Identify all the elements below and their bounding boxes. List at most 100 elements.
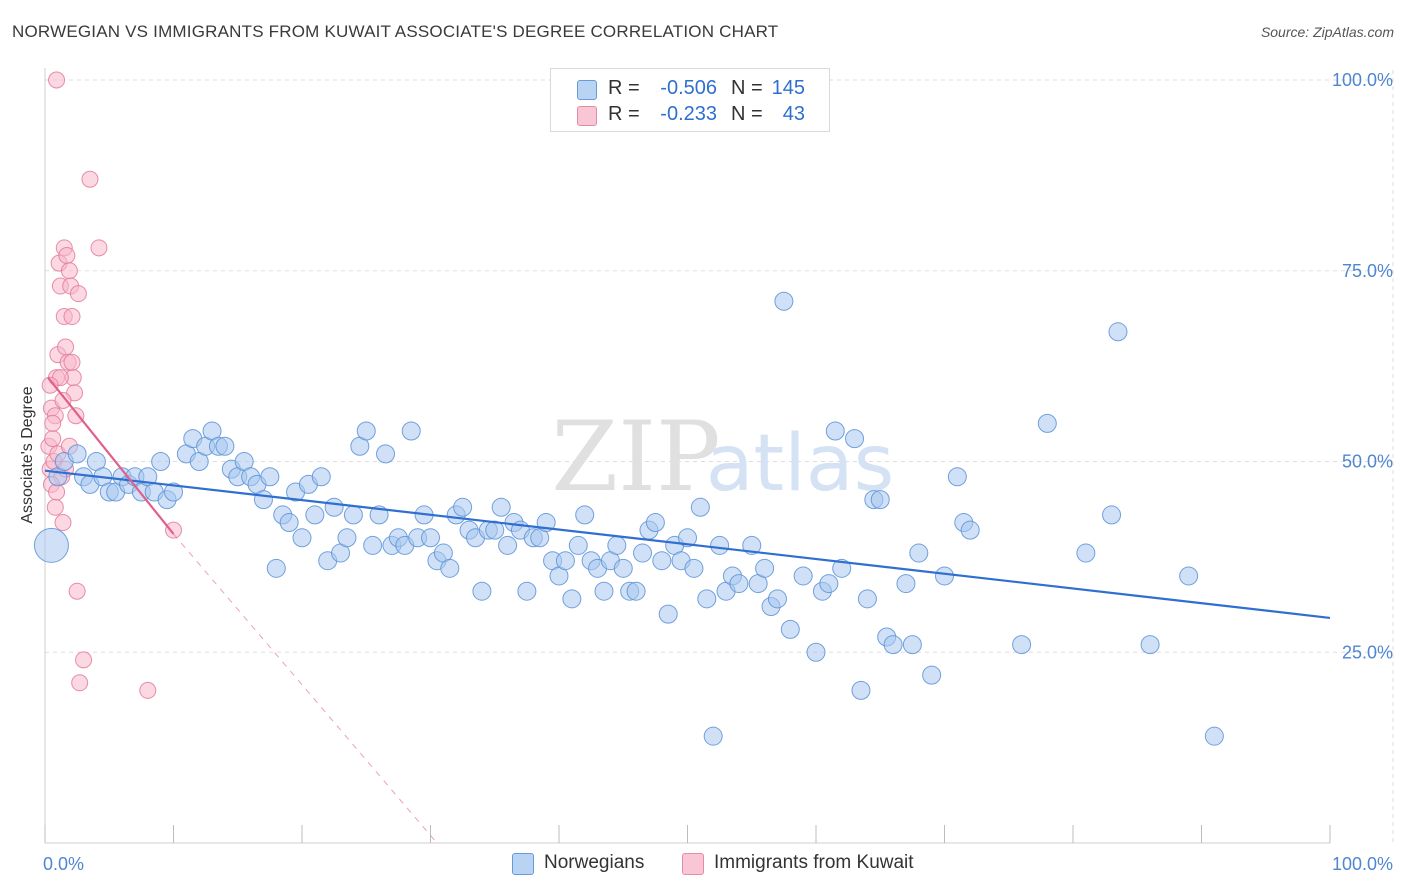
norwegian-point — [1140, 635, 1160, 655]
tick-labels: 25.0% 50.0% 75.0% 100.0% 0.0% 100.0% — [43, 70, 1393, 874]
norwegian-point — [902, 635, 922, 655]
norwegian-point — [960, 520, 980, 540]
norwegian-point — [305, 505, 325, 525]
legend-n-label: N = — [731, 103, 763, 125]
norwegian-point — [311, 467, 331, 487]
norwegian-point — [555, 551, 575, 571]
norwegian-point — [678, 528, 697, 548]
norwegian-point — [1076, 543, 1096, 563]
norwegian-point — [324, 497, 344, 517]
norwegian-point — [491, 497, 511, 517]
norwegian-point — [710, 535, 730, 555]
norwegian-point — [266, 558, 286, 578]
norwegian-point — [575, 505, 595, 525]
kuwait-point — [58, 246, 76, 264]
norwegian-point — [729, 574, 749, 594]
kuwait-points — [40, 71, 182, 699]
norwegian-point — [851, 680, 871, 700]
legend-n-value: 43 — [782, 103, 805, 125]
norwegian-point — [421, 528, 440, 548]
norwegian-point — [645, 513, 665, 533]
norwegian-point — [440, 558, 460, 578]
norwegian-point — [517, 581, 537, 601]
bottom-legend-label: Immigrants from Kuwait — [714, 852, 914, 873]
norwegian-point — [607, 535, 627, 555]
norwegian-point — [613, 558, 633, 578]
kuwait-point — [48, 483, 66, 501]
norwegian-point — [806, 642, 826, 662]
norwegian-point — [363, 535, 383, 555]
norwegian-point — [594, 581, 614, 601]
norwegian-point — [253, 490, 273, 510]
source-label: Source: ZipAtlas.com — [1260, 24, 1394, 40]
norwegian-point — [1179, 566, 1199, 586]
legend-row-kuwait: R = -0.233 N = 43 — [551, 101, 829, 129]
kuwait-point — [81, 170, 99, 188]
x-tick-label: 0.0% — [43, 854, 84, 874]
norwegian-points — [33, 291, 1224, 746]
norwegian-point — [453, 497, 473, 517]
norwegian-point — [151, 452, 171, 471]
kuwait-point — [71, 674, 89, 692]
kuwait-point — [54, 391, 72, 409]
norwegian-point — [376, 444, 396, 464]
legend-row-norwegians: R = -0.506 N = 145 — [551, 75, 829, 103]
trend-layer — [44, 376, 1331, 844]
legend-r-label: R = — [608, 77, 640, 99]
bottom-legend-swatch-kuwait — [682, 853, 704, 875]
stats-legend: R = -0.506 N = 145 R = -0.233 N = 43 — [550, 68, 830, 132]
norwegian-point — [1204, 726, 1224, 746]
norwegian-point — [356, 421, 376, 441]
kuwait-point — [44, 430, 62, 448]
norwegian-point — [703, 726, 723, 746]
chart-title: NORWEGIAN VS IMMIGRANTS FROM KUWAIT ASSO… — [12, 22, 779, 41]
norwegian-point — [793, 566, 813, 586]
norwegian-point — [690, 497, 710, 517]
norwegian-point — [870, 490, 890, 510]
norwegian-point — [568, 535, 588, 555]
norwegian-point — [922, 665, 942, 685]
norwegian-point — [883, 635, 903, 655]
legend-n-value: 145 — [771, 77, 805, 99]
norwegian-point — [279, 513, 299, 533]
norwegian-point — [215, 436, 235, 456]
norwegian-point — [33, 527, 69, 563]
kuwait-point — [67, 407, 85, 425]
y-tick-label: 50.0% — [1342, 452, 1393, 472]
kuwait-point — [48, 71, 66, 89]
kuwait-point — [57, 338, 75, 356]
norwegian-point — [626, 581, 646, 601]
kuwait-point — [54, 514, 72, 532]
norwegian-point — [401, 421, 421, 441]
norwegian-point — [472, 581, 492, 601]
norwegian-point — [857, 589, 877, 609]
norwegian-point — [658, 604, 678, 624]
norwegian-point — [780, 619, 800, 639]
kuwait-trend-line — [47, 376, 175, 535]
kuwait-point — [60, 262, 78, 280]
norwegian-point — [819, 574, 839, 594]
kuwait-point — [139, 681, 157, 699]
norwegian-point — [337, 528, 357, 548]
norwegian-point — [562, 589, 582, 609]
kuwait-point — [75, 651, 93, 669]
norwegian-point — [1102, 505, 1122, 525]
kuwait-point — [46, 498, 64, 516]
norwegian-point — [909, 543, 929, 563]
norwegian-point — [498, 535, 518, 555]
legend-n-label: N = — [731, 77, 763, 99]
grid-layer — [45, 70, 1394, 843]
norwegian-point — [1037, 413, 1057, 433]
bottom-legend-label: Norwegians — [544, 852, 645, 873]
legend-r-label: R = — [608, 103, 640, 125]
kuwait-point — [68, 582, 86, 600]
norwegian-point — [343, 505, 363, 525]
x-tick-label: 100.0% — [1332, 854, 1393, 874]
kuwait-point — [63, 308, 81, 326]
watermark-zip: ZIP — [551, 401, 720, 513]
y-tick-label: 75.0% — [1342, 261, 1393, 281]
norwegian-point — [767, 589, 787, 609]
norwegian-point — [742, 535, 762, 555]
norwegian-point — [845, 429, 865, 449]
